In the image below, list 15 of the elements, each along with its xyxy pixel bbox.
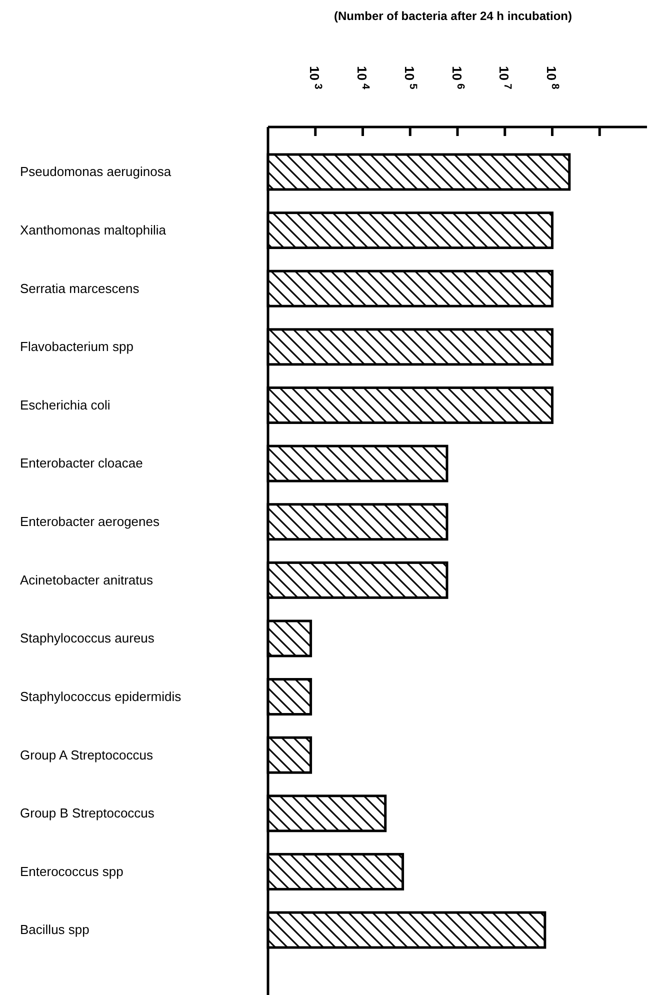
- y-tick-label: Enterobacter aerogenes: [20, 514, 160, 530]
- y-tick-label: Escherichia coli: [20, 397, 110, 412]
- y-tick-label: Enterococcus spp: [20, 864, 124, 879]
- y-tick-label: Serratia marcescens: [20, 280, 140, 296]
- y-tick-label: Pseudomonas aeruginosa: [20, 164, 172, 180]
- y-tick-label: Staphylococcus aureus: [20, 630, 155, 646]
- x-axis-title: (Number of bacteria after 24 h incubation): [334, 9, 572, 23]
- y-tick-label: Xanthomonas maltophilia: [20, 222, 167, 238]
- y-tick-label: Group A Streptococcus: [20, 747, 154, 762]
- y-tick-label: Staphylococcus epidermidis: [20, 688, 182, 704]
- y-tick-label: Flavobacterium spp: [20, 339, 134, 354]
- y-tick-label: Group B Streptococcus: [20, 806, 155, 821]
- y-tick-label: Bacillus spp: [20, 922, 90, 938]
- y-tick-label: Acinetobacter anitratus: [20, 572, 154, 588]
- y-tick-label: Enterobacter cloacae: [20, 456, 143, 471]
